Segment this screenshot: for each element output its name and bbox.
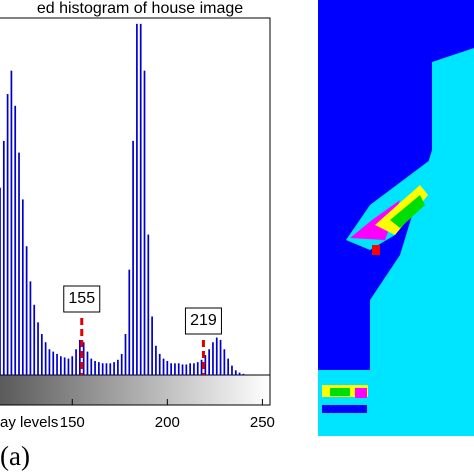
bar: [181, 364, 184, 375]
bar: [0, 187, 1, 375]
segmented-image: [318, 0, 474, 436]
bar: [208, 349, 211, 375]
bar: [238, 372, 241, 375]
bar: [193, 363, 195, 375]
bar: [94, 360, 96, 375]
x-tick-label: 250: [250, 414, 275, 431]
axes-frame: [0, 17, 271, 406]
bar: [82, 342, 85, 375]
bar: [215, 337, 218, 375]
bar: [109, 363, 112, 375]
bar: [147, 234, 150, 375]
bar: [21, 199, 24, 375]
bar: [105, 363, 108, 375]
bar: [177, 363, 180, 375]
image-region: [390, 195, 425, 228]
bar: [174, 363, 176, 375]
bar: [63, 357, 66, 375]
bar: [117, 359, 119, 375]
bar: [120, 353, 123, 375]
bar: [212, 342, 214, 375]
chart-title: ed histogram of house image: [37, 0, 243, 17]
bar: [59, 356, 62, 375]
bar: [29, 281, 32, 375]
bar: [67, 358, 70, 375]
bar: [2, 140, 5, 375]
bar: [124, 334, 127, 375]
bar: [143, 70, 146, 376]
bar: [242, 373, 245, 375]
bar: [33, 304, 36, 375]
bar: [155, 345, 157, 375]
bar: [48, 349, 51, 375]
bar: [14, 105, 17, 375]
bar: [37, 322, 39, 375]
image-region: [410, 251, 420, 299]
threshold-box: [184, 307, 222, 335]
bar: [6, 94, 9, 375]
bar: [223, 349, 226, 375]
bar: [25, 246, 28, 375]
bar: [10, 70, 13, 376]
image-region: [355, 388, 367, 398]
panel-label: (a): [0, 441, 30, 471]
image-region: [330, 388, 350, 396]
bar: [40, 334, 43, 375]
bar: [166, 360, 169, 375]
bar: [113, 362, 115, 375]
x-tick-label: 200: [155, 414, 180, 431]
bar: [98, 362, 100, 375]
bar: [219, 339, 222, 375]
bar: [189, 363, 191, 375]
image-region: [375, 185, 428, 235]
x-axis-label: ay levels: [0, 414, 58, 431]
bar: [162, 358, 165, 375]
threshold-label: 155: [68, 290, 95, 307]
bar: [185, 364, 188, 375]
image-region: [322, 405, 367, 413]
bar: [79, 339, 81, 375]
bar: [44, 342, 47, 375]
bar: [200, 359, 203, 375]
image-region: [318, 370, 370, 436]
bar: [52, 351, 55, 375]
threshold-box: [63, 285, 101, 313]
bar: [151, 316, 153, 375]
bar: [86, 351, 89, 375]
bar: [234, 370, 237, 375]
image-region: [370, 48, 474, 436]
bar: [132, 140, 134, 375]
threshold-label: 219: [190, 312, 217, 329]
bar: [128, 269, 131, 375]
bar: [170, 363, 172, 375]
bar: [204, 355, 207, 375]
bar: [71, 356, 74, 375]
bar: [101, 363, 104, 375]
bar: [18, 152, 20, 375]
image-region: [372, 245, 380, 255]
gray-colorbar: [0, 375, 270, 405]
bar: [136, 23, 138, 376]
bar: [75, 349, 77, 375]
bar: [56, 353, 58, 375]
bar: [139, 23, 142, 376]
bar: [196, 362, 199, 375]
bar: [227, 358, 230, 375]
x-tick-label: 150: [60, 414, 85, 431]
bar: [231, 365, 233, 375]
bar: [158, 353, 161, 375]
bar: [90, 358, 93, 375]
